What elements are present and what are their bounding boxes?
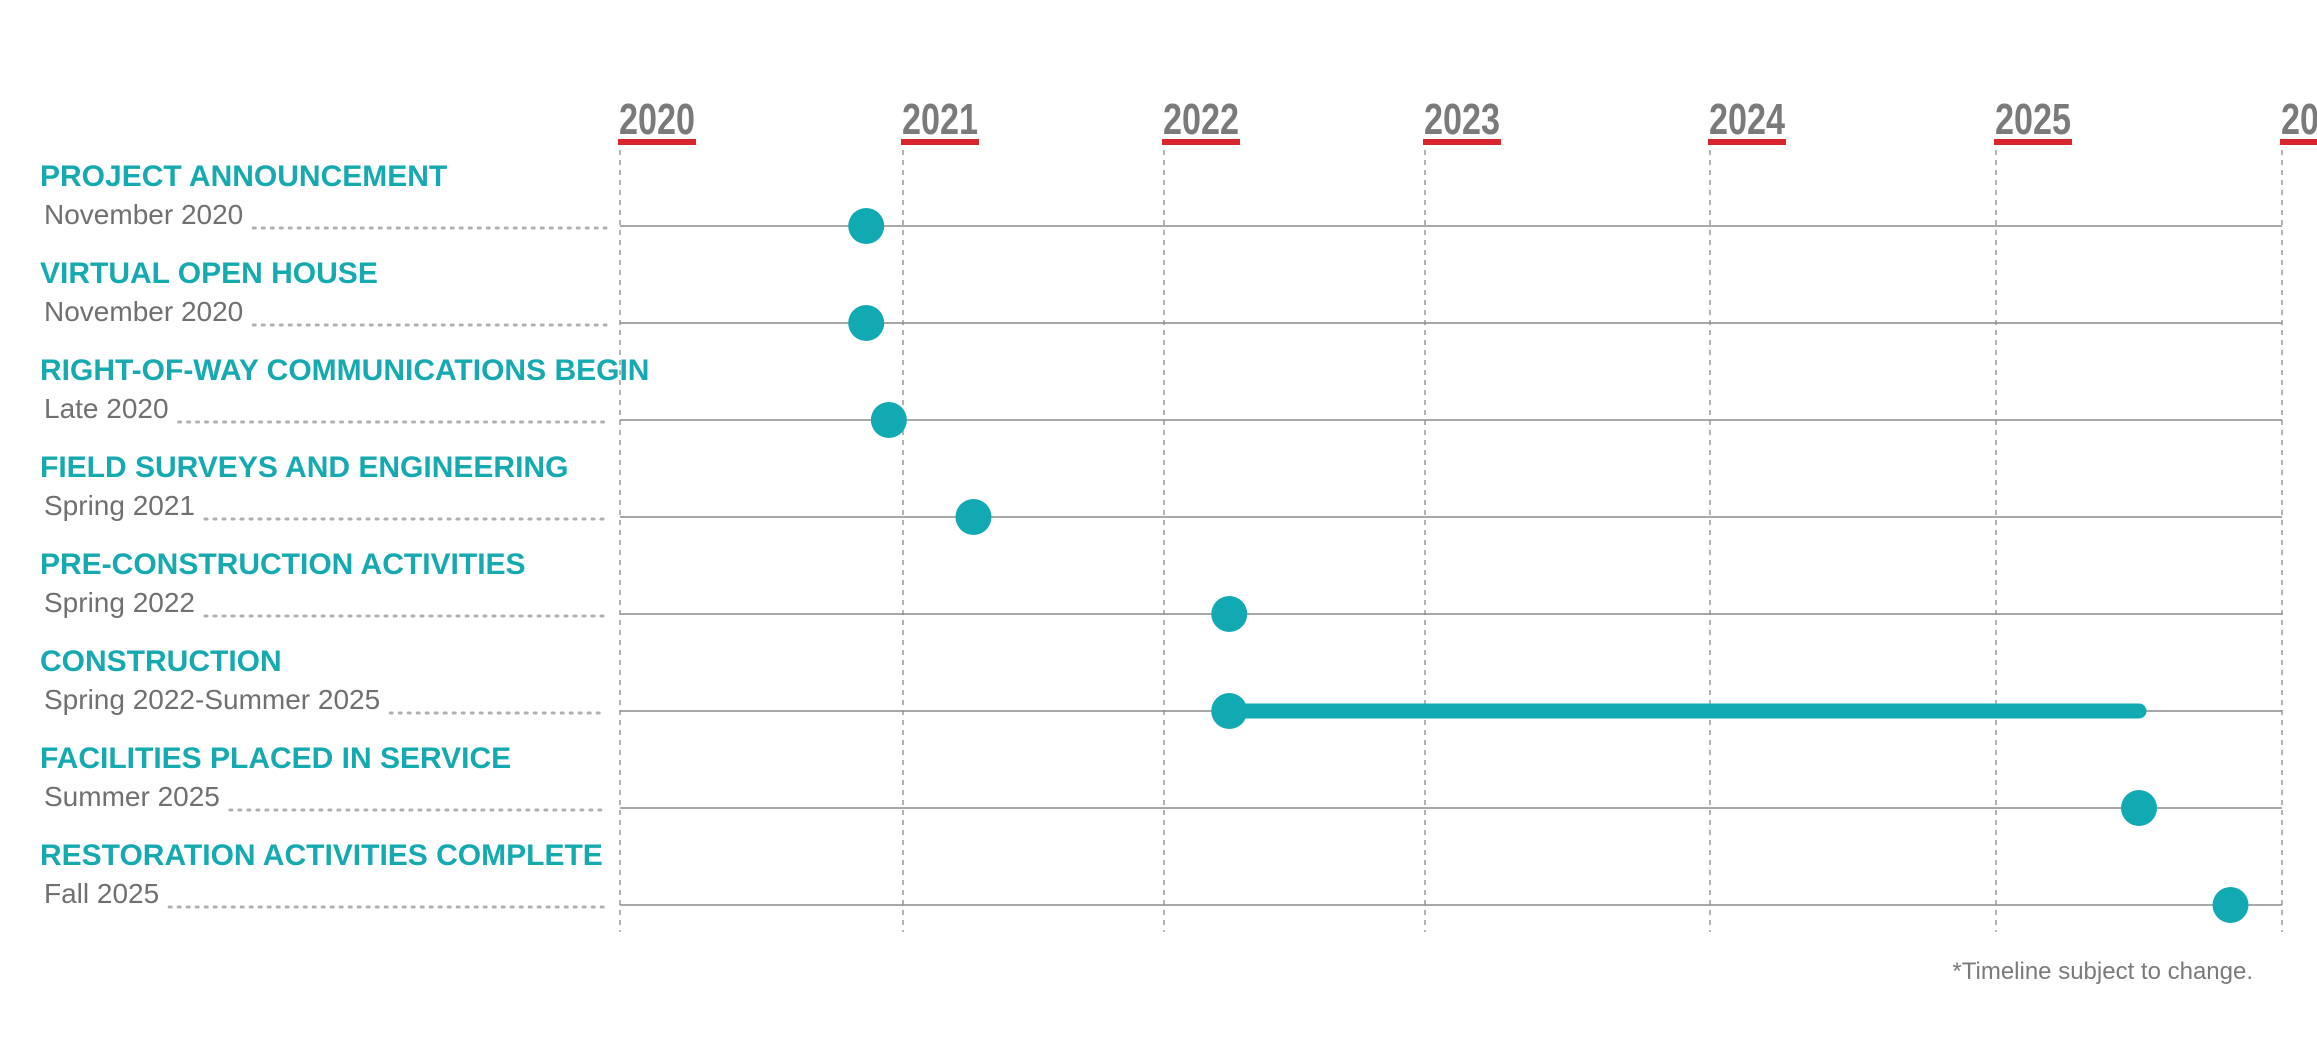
- task-date-construction: Spring 2022-Summer 2025: [44, 684, 380, 715]
- year-underline-2026: [2280, 139, 2317, 145]
- year-underline-2025: [1994, 139, 2072, 145]
- year-label-2025: 2025: [1995, 95, 2071, 144]
- year-label-2021: 2021: [902, 95, 978, 144]
- task-title-facilities-placed-in-service: FACILITIES PLACED IN SERVICE: [40, 742, 511, 775]
- task-title-project-announcement: PROJECT ANNOUNCEMENT: [40, 160, 447, 193]
- milestone-dot-restoration-activities-complete: [2212, 887, 2249, 923]
- milestone-dot-facilities-placed-in-service: [2121, 790, 2157, 826]
- milestone-dot-virtual-open-house: [848, 305, 885, 341]
- task-date-project-announcement: November 2020: [44, 199, 243, 230]
- milestone-dot-project-announcement: [848, 208, 885, 244]
- year-underline-2021: [901, 139, 979, 145]
- task-date-right-of-way-communications-begin: Late 2020: [44, 393, 169, 424]
- milestone-dot-construction: [1211, 693, 1248, 729]
- task-rows: PROJECT ANNOUNCEMENT November 2020 VIRTUAL…: [40, 160, 2282, 909]
- task-title-virtual-open-house: VIRTUAL OPEN HOUSE: [40, 257, 378, 290]
- task-markers: [848, 208, 2249, 923]
- task-title-right-of-way-communications-begin: RIGHT-OF-WAY COMMUNICATIONS BEGIN: [40, 354, 649, 387]
- milestone-dot-field-surveys-and-engineering: [955, 499, 992, 535]
- task-title-pre-construction-activities: PRE-CONSTRUCTION ACTIVITIES: [40, 548, 526, 581]
- task-title-field-surveys-and-engineering: FIELD SURVEYS AND ENGINEERING: [40, 451, 568, 484]
- task-date-facilities-placed-in-service: Summer 2025: [44, 781, 220, 812]
- task-date-pre-construction-activities: Spring 2022: [44, 587, 195, 618]
- year-underline-2020: [618, 139, 696, 145]
- year-underline-2022: [1162, 139, 1240, 145]
- year-label-2020: 2020: [619, 95, 695, 144]
- year-gridlines: [619, 150, 2283, 932]
- task-date-virtual-open-house: November 2020: [44, 296, 243, 327]
- milestone-dot-pre-construction-activities: [1211, 596, 1248, 632]
- milestone-dot-right-of-way-communications-begin: [870, 402, 907, 438]
- year-underline-2023: [1423, 139, 1501, 145]
- year-label-2023: 2023: [1424, 95, 1500, 144]
- task-date-restoration-activities-complete: Fall 2025: [44, 878, 159, 909]
- year-label-2026: 2026: [2281, 95, 2317, 144]
- task-date-field-surveys-and-engineering: Spring 2021: [44, 490, 195, 521]
- task-title-restoration-activities-complete: RESTORATION ACTIVITIES COMPLETE: [40, 839, 603, 872]
- year-axis: 2020 2021 2022 2023 2024 2025 2026: [618, 95, 2317, 145]
- year-label-2024: 2024: [1709, 95, 1785, 144]
- year-underline-2024: [1708, 139, 1786, 145]
- task-title-construction: CONSTRUCTION: [40, 645, 282, 678]
- timeline-footnote: *Timeline subject to change.: [1952, 958, 2253, 985]
- year-label-2022: 2022: [1163, 95, 1239, 144]
